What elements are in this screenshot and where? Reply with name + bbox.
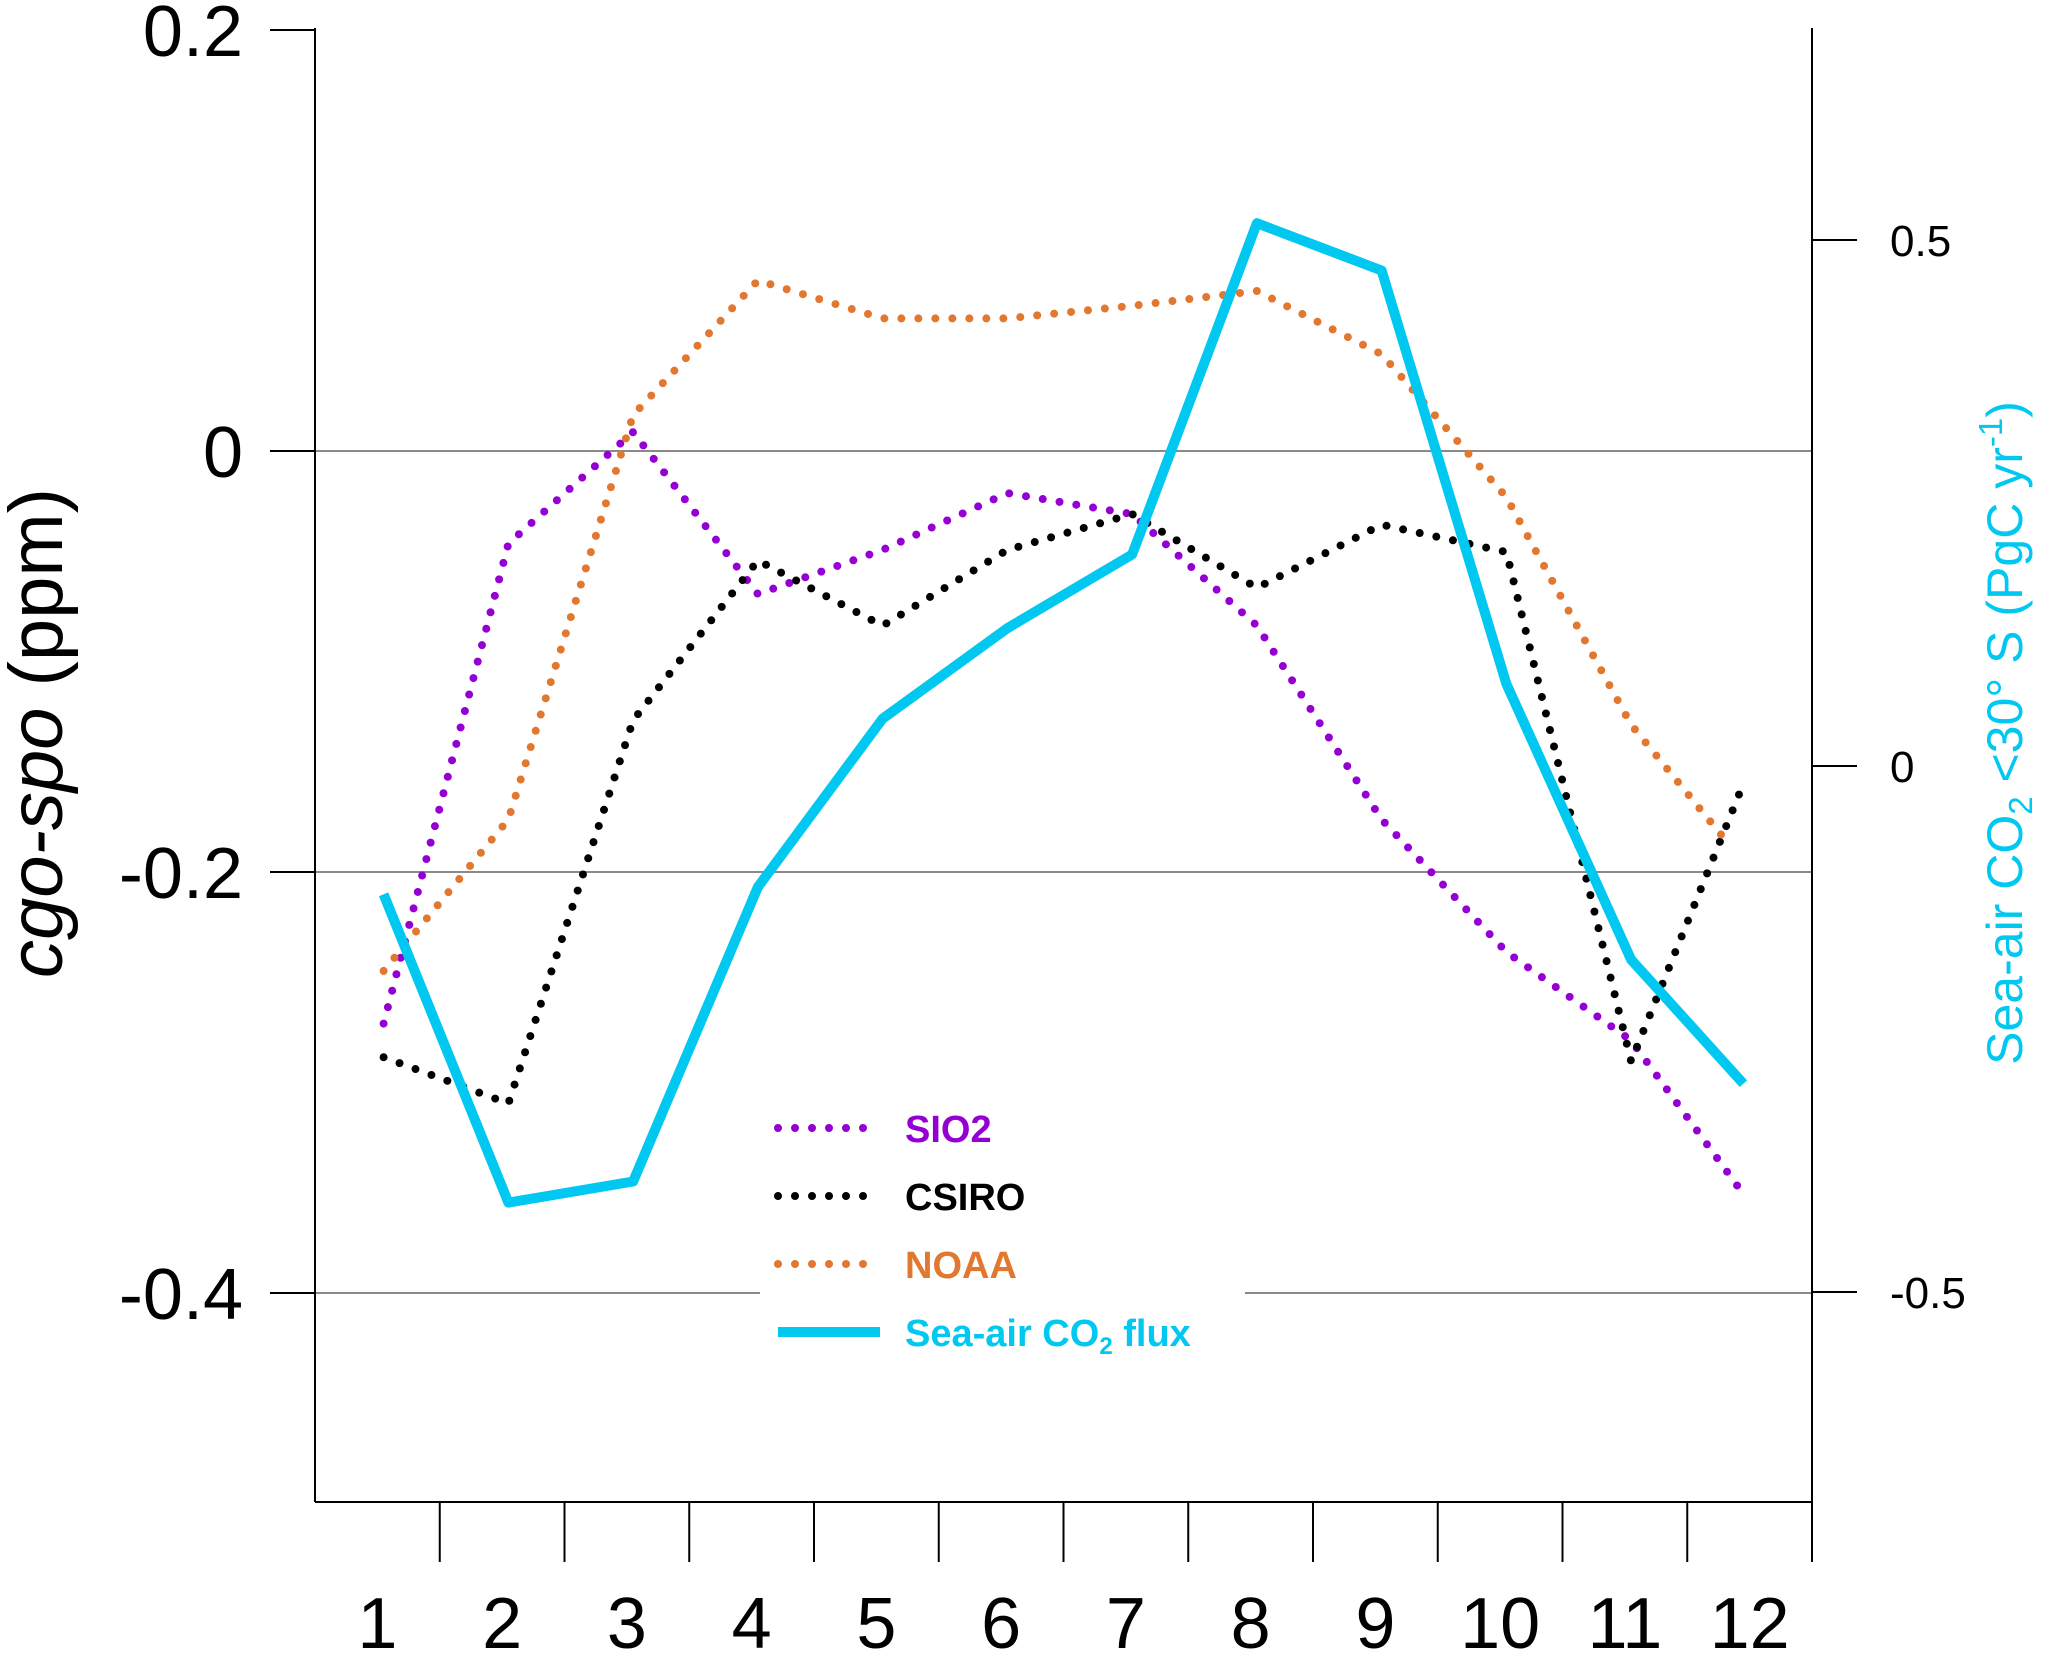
x-tick-label-1: 1 <box>357 1584 397 1651</box>
x-tick-label-4: 4 <box>732 1584 772 1651</box>
left-tick-label-0: 0.2 <box>143 0 243 72</box>
legend-label-3: Sea-air CO2 flux <box>905 1313 1191 1360</box>
x-tick-label-9: 9 <box>1355 1584 1395 1651</box>
y-axis-right-title-sup: -1 <box>1972 418 2009 447</box>
series-layer <box>378 218 1748 1208</box>
y-axis-right-title-suffix: ) <box>1977 401 2033 418</box>
x-tick-label-8: 8 <box>1231 1584 1271 1651</box>
series-line-2 <box>379 276 1735 975</box>
y-axis-left-title-italic: cgo-spo <box>0 708 79 978</box>
right-tick-label-2: -0.5 <box>1890 1269 1966 1318</box>
x-tick-label-11: 11 <box>1588 1584 1663 1651</box>
right-tick-label-0: 0.5 <box>1890 217 1951 266</box>
legend-label-suffix: flux <box>1113 1313 1191 1355</box>
y-axis-right-title-prefix: Sea-air CO <box>1977 815 2033 1065</box>
legend-label-2: NOAA <box>905 1245 1017 1287</box>
x-tick-label-10: 10 <box>1460 1584 1540 1651</box>
y-axis-right-title-sub: 2 <box>2002 796 2039 814</box>
legend-label-1: CSIRO <box>905 1177 1025 1219</box>
right-tick-label-1: 0 <box>1890 743 1914 792</box>
x-tick-label-7: 7 <box>1106 1584 1146 1651</box>
x-tick-label-5: 5 <box>856 1584 896 1651</box>
left-tick-label-2: -0.2 <box>119 834 243 914</box>
y-axis-right-title: Sea-air CO2 <30° S (PgC yr-1) <box>1972 401 2039 1065</box>
legend-label-prefix: Sea-air CO <box>905 1313 1099 1355</box>
x-tick-label-6: 6 <box>981 1584 1021 1651</box>
series-line-1 <box>379 510 1748 1108</box>
x-tick-label-2: 2 <box>482 1584 522 1651</box>
left-tick-label-1: 0 <box>203 413 243 493</box>
y-axis-left-title-units: (ppm) <box>0 488 79 708</box>
series-line-0 <box>379 428 1748 1199</box>
legend-label-0: SIO2 <box>905 1109 992 1151</box>
series-line-3 <box>378 218 1748 1208</box>
x-tick-label-3: 3 <box>607 1584 647 1651</box>
x-tick-label-12: 12 <box>1710 1584 1790 1651</box>
y-axis-left-title: cgo-spo (ppm) <box>0 488 79 978</box>
left-tick-label-3: -0.4 <box>119 1255 243 1335</box>
legend: SIO2 CSIRO NOAA Sea-air CO2 flux <box>774 1109 1191 1360</box>
axes: 0.20-0.2-0.40.50-0.51 2 3 4 5 6 7 8 9 10 11 12 <box>119 0 1966 1656</box>
legend-label-sub: 2 <box>1099 1333 1112 1360</box>
y-axis-right-title-mid: <30° S (PgC yr <box>1977 447 2033 796</box>
